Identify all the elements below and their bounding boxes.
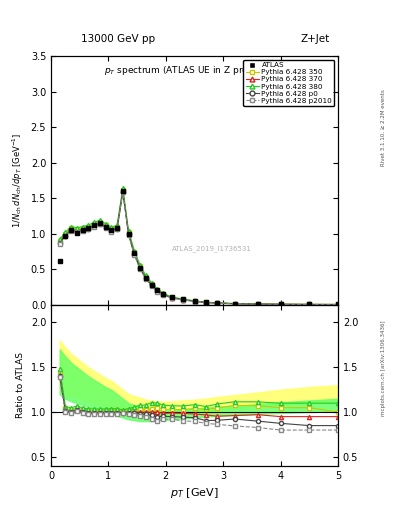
Y-axis label: Ratio to ATLAS: Ratio to ATLAS	[16, 352, 25, 418]
Text: Rivet 3.1.10, ≥ 2.2M events: Rivet 3.1.10, ≥ 2.2M events	[381, 90, 386, 166]
X-axis label: $p_T$ [GeV]: $p_T$ [GeV]	[170, 486, 219, 500]
Text: $p_T$ spectrum (ATLAS UE in Z production): $p_T$ spectrum (ATLAS UE in Z production…	[104, 64, 285, 77]
Text: mcplots.cern.ch [arXiv:1306.3436]: mcplots.cern.ch [arXiv:1306.3436]	[381, 321, 386, 416]
Legend: ATLAS, Pythia 6.428 350, Pythia 6.428 370, Pythia 6.428 380, Pythia 6.428 p0, Py: ATLAS, Pythia 6.428 350, Pythia 6.428 37…	[243, 60, 334, 106]
Text: 13000 GeV pp: 13000 GeV pp	[81, 33, 155, 44]
Text: ATLAS_2019_I1736531: ATLAS_2019_I1736531	[172, 245, 252, 252]
Text: Z+Jet: Z+Jet	[301, 33, 330, 44]
Y-axis label: $1/N_\mathrm{ch}\,dN_\mathrm{ch}/dp_T\;[\mathrm{GeV}^{-1}]$: $1/N_\mathrm{ch}\,dN_\mathrm{ch}/dp_T\;[…	[11, 133, 25, 228]
